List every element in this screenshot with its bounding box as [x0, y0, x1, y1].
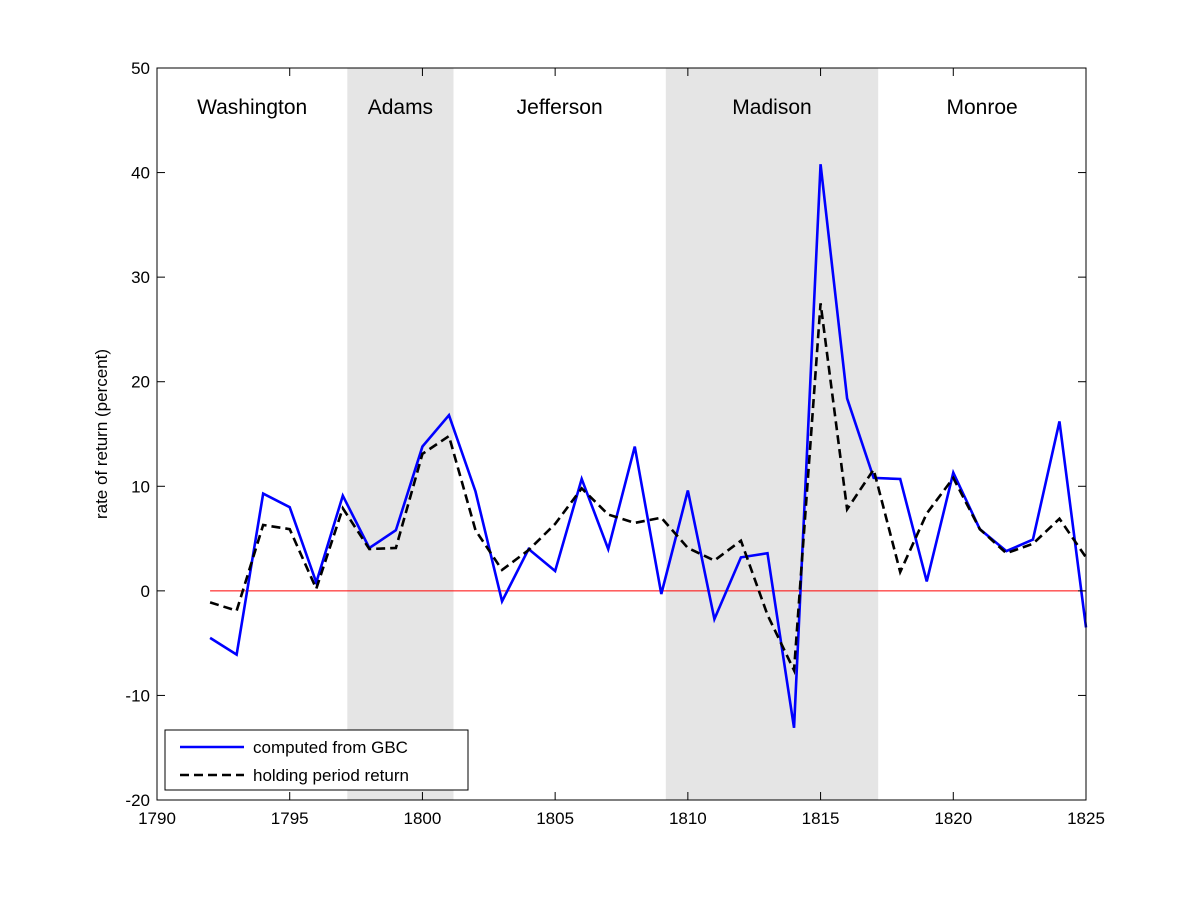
- axis-ticks: 1790 1795 1800 1805 1810 1815 1820 1825 -20 -10 0 1…: [125, 59, 1104, 828]
- term-labels: Washington Adams Jefferson Madison Monroe: [197, 96, 1018, 119]
- y-tick-label-0: 0: [141, 582, 150, 601]
- y-axis-label: rate of return (percent): [92, 349, 111, 519]
- term-label-madison: Madison: [732, 96, 811, 119]
- x-tick-label-1795: 1795: [271, 809, 309, 828]
- series-line-0: [209, 164, 1088, 729]
- legend: computed from GBC holding period return: [164, 729, 469, 791]
- x-tick-label-1825: 1825: [1067, 809, 1105, 828]
- y-tick-label--10: -10: [125, 686, 150, 705]
- term-label-washington: Washington: [197, 96, 307, 119]
- term-label-jefferson: Jefferson: [517, 96, 603, 119]
- series-line-1: [209, 303, 1088, 676]
- x-tick-label-1810: 1810: [669, 809, 707, 828]
- legend-box: [164, 729, 469, 791]
- term-label-monroe: Monroe: [946, 96, 1017, 119]
- y-tick-label-30: 30: [131, 268, 150, 287]
- legend-label-1: holding period return: [253, 766, 409, 785]
- x-tick-label-1790: 1790: [138, 809, 176, 828]
- y-tick-label-40: 40: [131, 164, 150, 183]
- plot-frame: [156, 67, 1087, 801]
- term-label-adams: Adams: [368, 96, 433, 119]
- term-shading: [347, 68, 879, 800]
- x-tick-label-1815: 1815: [802, 809, 840, 828]
- y-tick-label-50: 50: [131, 59, 150, 78]
- legend-label-0: computed from GBC: [253, 738, 408, 757]
- term-shade-madison: [665, 68, 879, 800]
- x-tick-label-1805: 1805: [536, 809, 574, 828]
- term-shade-adams: [347, 68, 454, 800]
- x-tick-label-1800: 1800: [404, 809, 442, 828]
- y-tick-label-20: 20: [131, 373, 150, 392]
- y-tick-label-10: 10: [131, 477, 150, 496]
- x-tick-label-1820: 1820: [934, 809, 972, 828]
- y-tick-label--20: -20: [125, 791, 150, 810]
